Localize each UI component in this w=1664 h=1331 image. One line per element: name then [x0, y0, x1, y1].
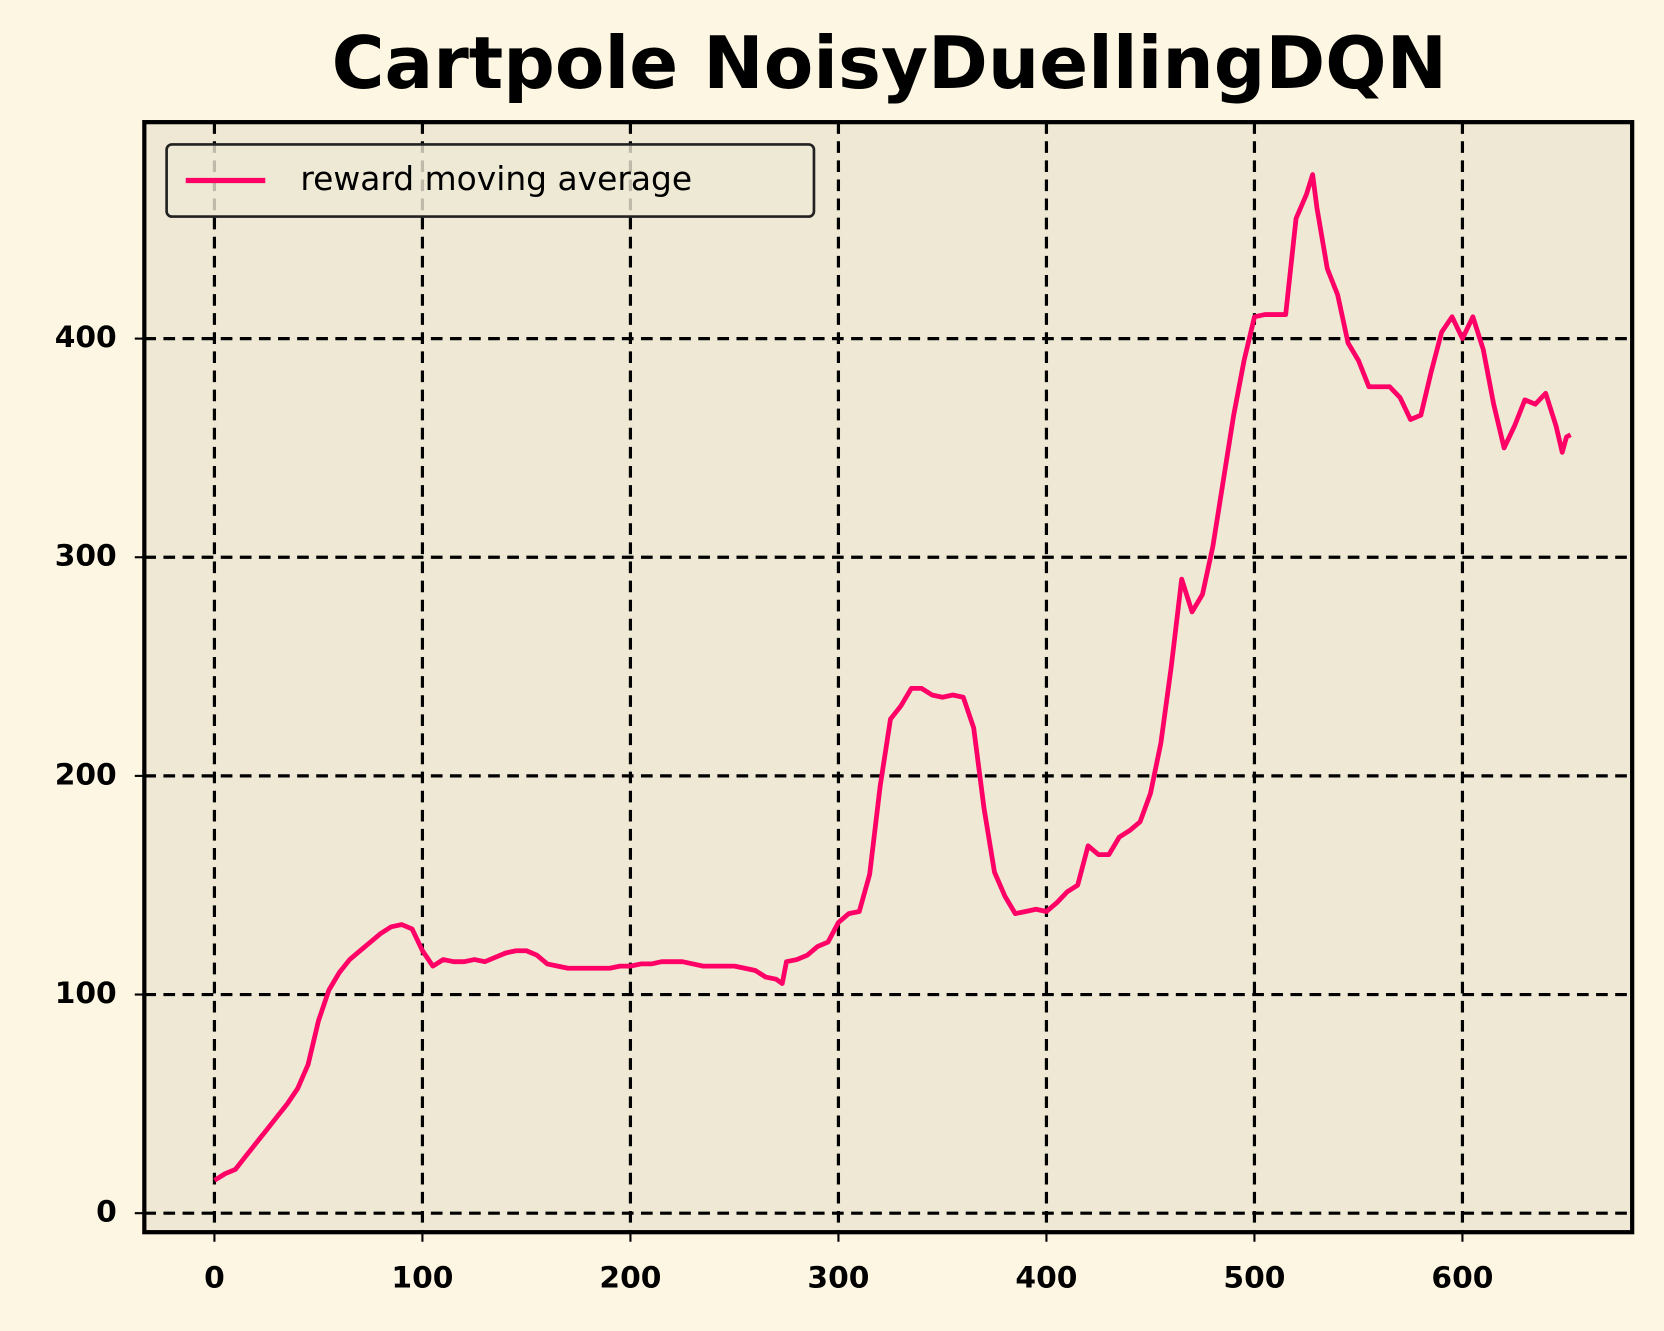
x-tick-label: 600: [1431, 1260, 1493, 1295]
y-tick-label: 400: [55, 320, 117, 355]
x-tick-label: 200: [599, 1260, 661, 1295]
x-tick-label: 300: [807, 1260, 869, 1295]
legend-box: [165, 143, 816, 218]
y-tick-label: 100: [55, 976, 117, 1011]
y-tick-label: 200: [55, 757, 117, 792]
line-series: [213, 172, 1572, 1183]
x-tick-label: 100: [391, 1260, 453, 1295]
x-tick-label: 400: [1015, 1260, 1077, 1295]
y-tick-label: 300: [55, 539, 117, 574]
x-tick-label: 500: [1223, 1260, 1285, 1295]
plot-area: [144, 122, 1633, 1233]
x-tick-label: 0: [204, 1260, 225, 1295]
chart-title: Cartpole NoisyDuellingDQN: [332, 22, 1447, 106]
legend-label: reward moving average: [300, 159, 692, 198]
y-tick-label: 0: [96, 1195, 117, 1230]
plot-frame: [142, 120, 1635, 1235]
